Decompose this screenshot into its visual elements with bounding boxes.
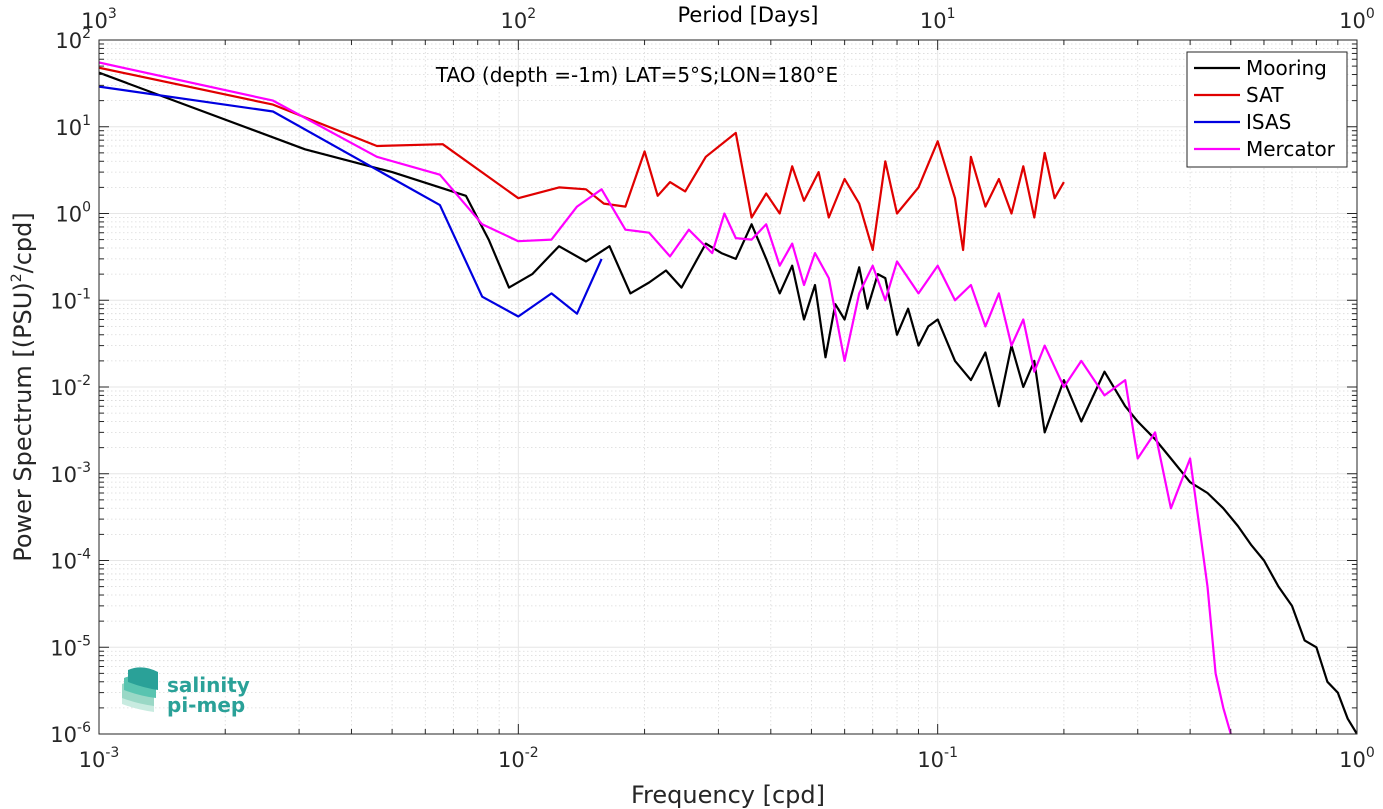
logo-text-salinity: salinity xyxy=(167,673,250,697)
y-axis-label-main: Power Spectrum [(PSU) xyxy=(9,282,37,561)
y-tick-label: 10-1 xyxy=(50,286,91,313)
y-tick-label: 10-6 xyxy=(50,720,91,747)
x2-tick-label: 101 xyxy=(920,6,956,33)
x-tick-label: 10-3 xyxy=(79,745,120,772)
grid-minor xyxy=(99,40,1357,734)
y-tick-label: 100 xyxy=(55,200,91,227)
y-tick-labels: 10-6 10-5 10-4 10-3 10-2 10-1 100 101 102 xyxy=(50,26,91,747)
series-line-mooring xyxy=(99,71,1357,734)
y-tick-label: 10-2 xyxy=(50,373,91,400)
x-tick-labels: 10-3 10-2 10-1 100 xyxy=(79,745,1375,772)
legend-label-mercator: Mercator xyxy=(1246,137,1336,161)
y-tick-label: 10-4 xyxy=(50,547,91,574)
series-line-isas xyxy=(99,85,603,318)
series-line-mercator xyxy=(99,61,1232,734)
y-axis-label-end: /cpd] xyxy=(9,212,37,273)
x2-tick-label: 100 xyxy=(1339,6,1375,33)
x2-tick-label: 103 xyxy=(81,6,117,33)
legend: Mooring SAT ISAS Mercator xyxy=(1186,51,1348,168)
x2-tick-label: 102 xyxy=(501,6,537,33)
x-tick-label: 100 xyxy=(1339,745,1375,772)
y-tick-label: 101 xyxy=(55,113,91,140)
legend-label-mooring: Mooring xyxy=(1246,56,1327,80)
legend-box xyxy=(1186,51,1348,168)
top-axis-label: Period [Days] xyxy=(678,3,819,27)
x2-tick-labels: 103 102 101 100 xyxy=(81,6,1375,33)
legend-label-isas: ISAS xyxy=(1246,110,1291,134)
y-tick-label: 10-3 xyxy=(50,460,91,487)
logo-wave-1 xyxy=(128,667,158,690)
y-tick-label: 10-5 xyxy=(50,633,91,660)
y-tick-label: 102 xyxy=(55,26,91,53)
legend-label-sat: SAT xyxy=(1246,83,1284,107)
salinity-pi-mep-logo: salinity pi-mep xyxy=(122,667,250,717)
series-line-sat xyxy=(99,66,1065,252)
tick-marks xyxy=(98,39,1358,735)
x-tick-label: 10-2 xyxy=(498,745,539,772)
logo-text-pimep: pi-mep xyxy=(167,693,245,717)
grid-major xyxy=(98,39,1358,735)
x-axis-label: Frequency [cpd] xyxy=(631,781,825,809)
x-tick-label: 10-1 xyxy=(917,745,958,772)
y-axis-label: Power Spectrum [(PSU)2/cpd] xyxy=(9,212,37,562)
chart-title: TAO (depth =-1m) LAT=5°S;LON=180°E xyxy=(435,63,838,87)
y-axis-label-sup: 2 xyxy=(9,273,25,282)
series-layer xyxy=(99,61,1357,734)
